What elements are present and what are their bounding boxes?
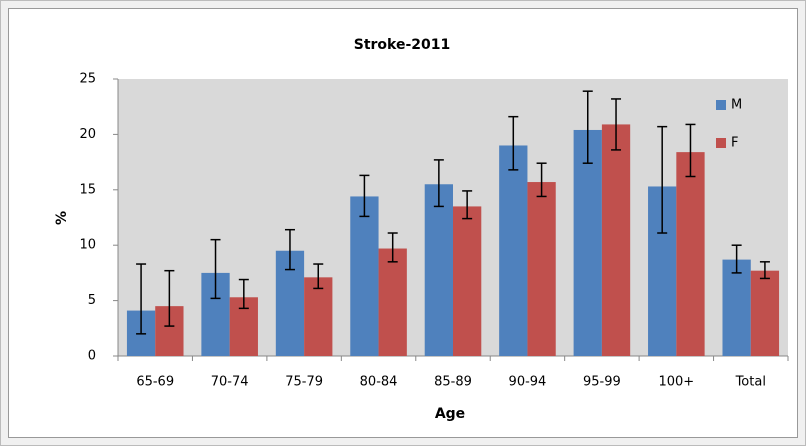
y-tick-label: 15: [79, 182, 96, 197]
y-tick-label: 20: [79, 127, 96, 142]
bar: [601, 124, 631, 356]
bar: [527, 182, 556, 356]
x-tick-label: 85-89: [434, 375, 472, 390]
x-tick-label: 65-69: [136, 375, 174, 390]
x-tick-label: Total: [735, 375, 766, 390]
x-tick-label: 90-94: [509, 375, 547, 390]
x-tick-label: 75-79: [285, 375, 323, 390]
legend-label: F: [731, 136, 738, 151]
bar: [722, 259, 751, 356]
bar: [350, 196, 379, 356]
legend-label: M: [731, 98, 742, 113]
legend-swatch: [716, 100, 726, 110]
y-tick-label: 5: [88, 293, 96, 308]
x-tick-label: 100+: [658, 375, 694, 390]
x-axis-label: Age: [435, 406, 465, 422]
bar: [573, 129, 602, 356]
y-tick-label: 10: [79, 238, 96, 253]
x-tick-label: 95-99: [583, 375, 621, 390]
x-tick-label: 70-74: [211, 375, 249, 390]
y-axis-label: %: [54, 211, 70, 225]
x-tick-label: 80-84: [360, 375, 398, 390]
bar: [378, 248, 407, 356]
legend-swatch: [716, 138, 726, 148]
bar: [424, 184, 453, 356]
bar: [304, 277, 333, 356]
bar: [453, 206, 482, 356]
y-tick-label: 25: [79, 72, 96, 87]
bar: [750, 270, 780, 356]
bar: [676, 152, 705, 356]
y-tick-label: 0: [88, 349, 96, 364]
chart-title: Stroke-2011: [354, 37, 451, 53]
bar: [499, 145, 528, 356]
